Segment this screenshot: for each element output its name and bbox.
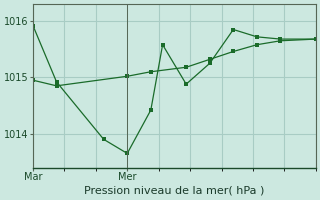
X-axis label: Pression niveau de la mer( hPa ): Pression niveau de la mer( hPa ) — [84, 186, 265, 196]
